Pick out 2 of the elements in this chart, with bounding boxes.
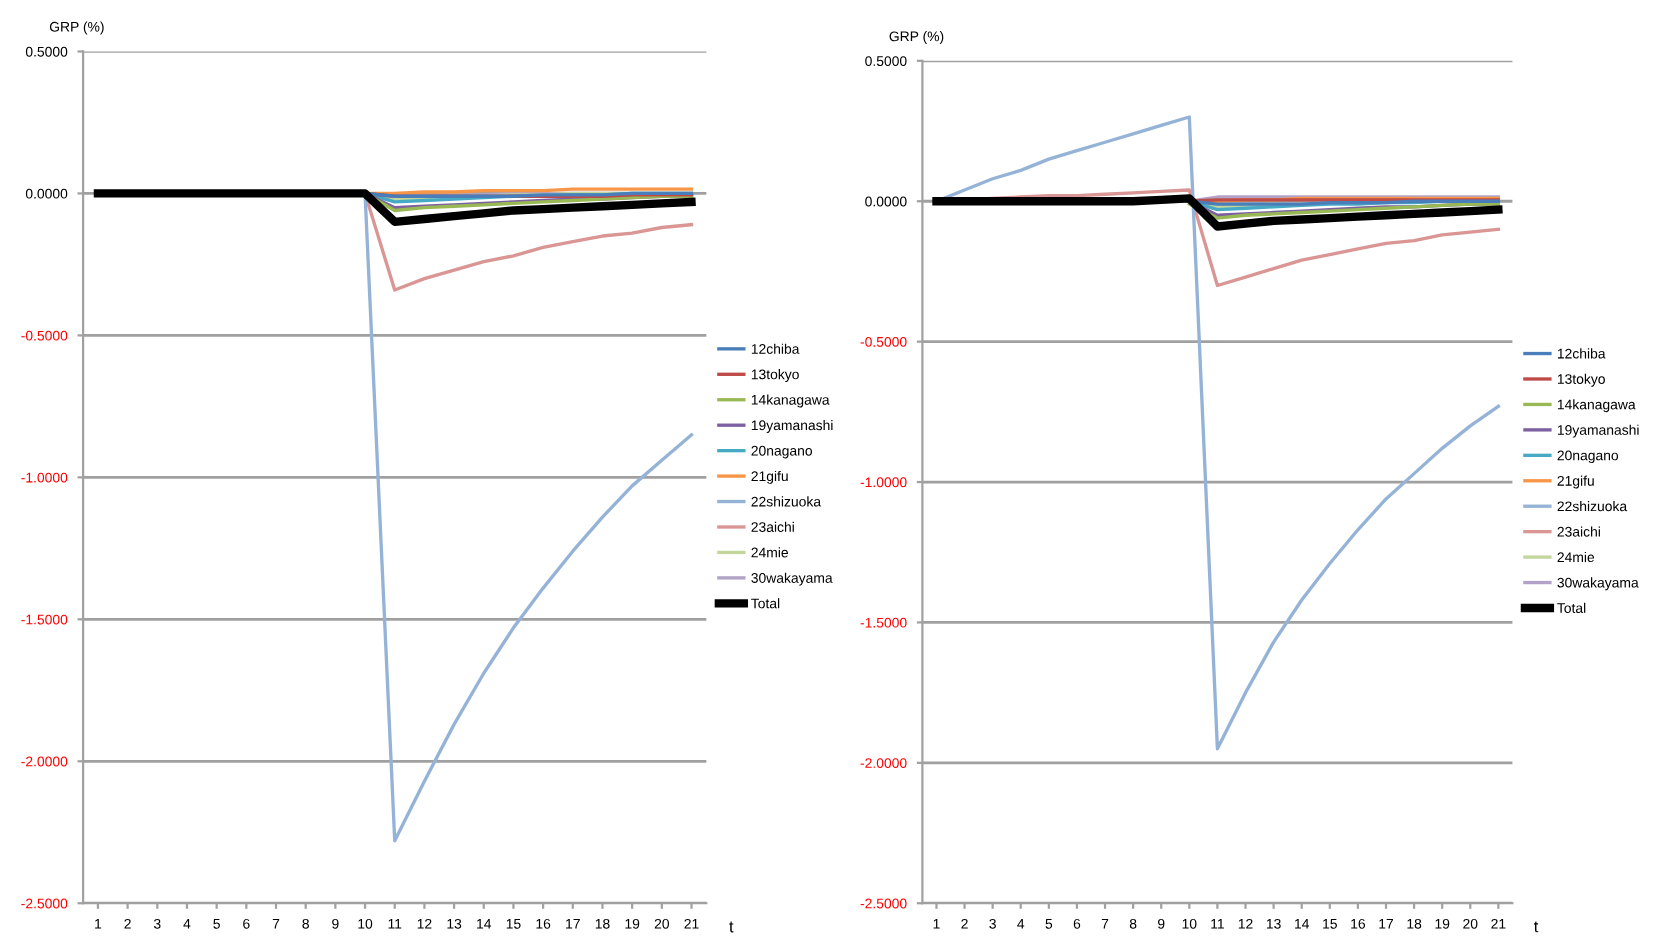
x-axis-title: t <box>729 921 734 933</box>
x-axis-title: t <box>1533 921 1539 933</box>
